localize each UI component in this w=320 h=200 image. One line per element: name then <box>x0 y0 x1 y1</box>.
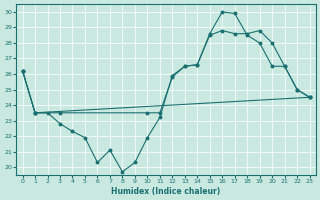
X-axis label: Humidex (Indice chaleur): Humidex (Indice chaleur) <box>111 187 221 196</box>
